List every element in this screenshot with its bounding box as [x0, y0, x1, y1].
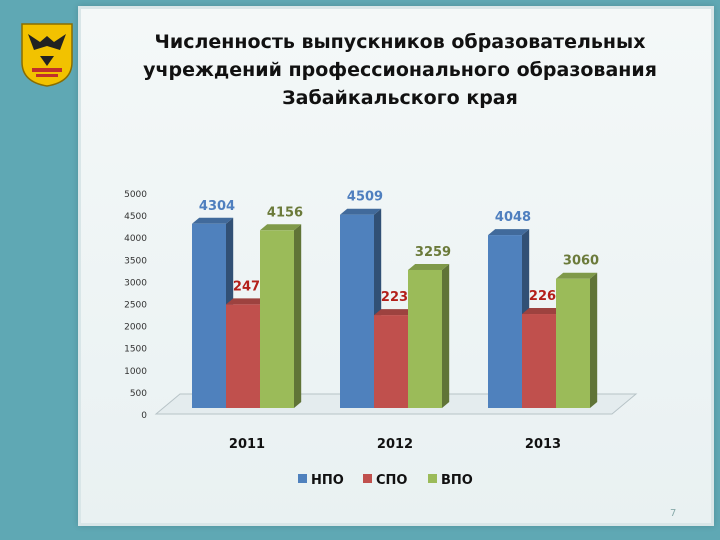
bar-side [294, 224, 302, 408]
y-tick-label: 2500 [124, 301, 147, 311]
legend-swatch [428, 474, 437, 483]
bar [556, 278, 590, 408]
bar-top [226, 298, 268, 305]
data-label: 4304 [199, 199, 235, 214]
title-line-3: Забайкальского края [282, 87, 518, 109]
bar [340, 214, 374, 408]
coat-of-arms-icon [21, 23, 73, 87]
y-tick-label: 0 [141, 411, 147, 421]
y-tick-label: 500 [130, 389, 147, 399]
y-tick-label: 4500 [124, 212, 147, 222]
legend-label: ВПО [441, 473, 473, 488]
bar-top [260, 224, 302, 231]
x-category-label: 2011 [229, 437, 265, 452]
bar [408, 269, 442, 408]
data-label: 4156 [267, 205, 303, 220]
y-tick-label: 1500 [124, 345, 147, 355]
bar-top [488, 229, 530, 236]
page-number: 7 [670, 508, 677, 519]
bar-top [192, 217, 234, 224]
data-label: 4509 [347, 190, 383, 205]
left-strip [0, 0, 78, 540]
bar-top [374, 309, 416, 316]
bar [226, 304, 260, 408]
bar [488, 235, 522, 408]
bar-top [522, 308, 564, 315]
bar-top [408, 263, 450, 270]
bar [260, 230, 294, 408]
title-line-2: учреждений профессионального образования [143, 59, 657, 81]
bar-top [340, 208, 382, 215]
y-tick-label: 3500 [124, 256, 147, 266]
legend-label: СПО [376, 473, 407, 488]
x-category-label: 2012 [377, 437, 413, 452]
y-tick-label: 4000 [124, 234, 147, 244]
legend-swatch [363, 474, 372, 483]
bar-top [556, 272, 598, 279]
data-label: 4048 [495, 210, 531, 225]
y-tick-label: 2000 [124, 323, 147, 333]
title-line-1: Численность выпускников образовательных [154, 31, 646, 53]
legend-label: НПО [311, 473, 344, 488]
bar [522, 314, 556, 408]
bar-side [442, 263, 450, 408]
bar [192, 223, 226, 408]
y-tick-label: 1000 [124, 367, 147, 377]
data-label: 3259 [415, 245, 451, 260]
data-label: 3060 [563, 254, 599, 269]
slide-background [78, 6, 714, 526]
y-tick-label: 3000 [124, 278, 147, 288]
bar [374, 315, 408, 408]
x-category-label: 2013 [525, 437, 561, 452]
y-tick-label: 5000 [124, 190, 147, 200]
bar-side [590, 272, 598, 408]
legend-swatch [298, 474, 307, 483]
slide-title: Численность выпускников образовательных … [110, 28, 690, 112]
